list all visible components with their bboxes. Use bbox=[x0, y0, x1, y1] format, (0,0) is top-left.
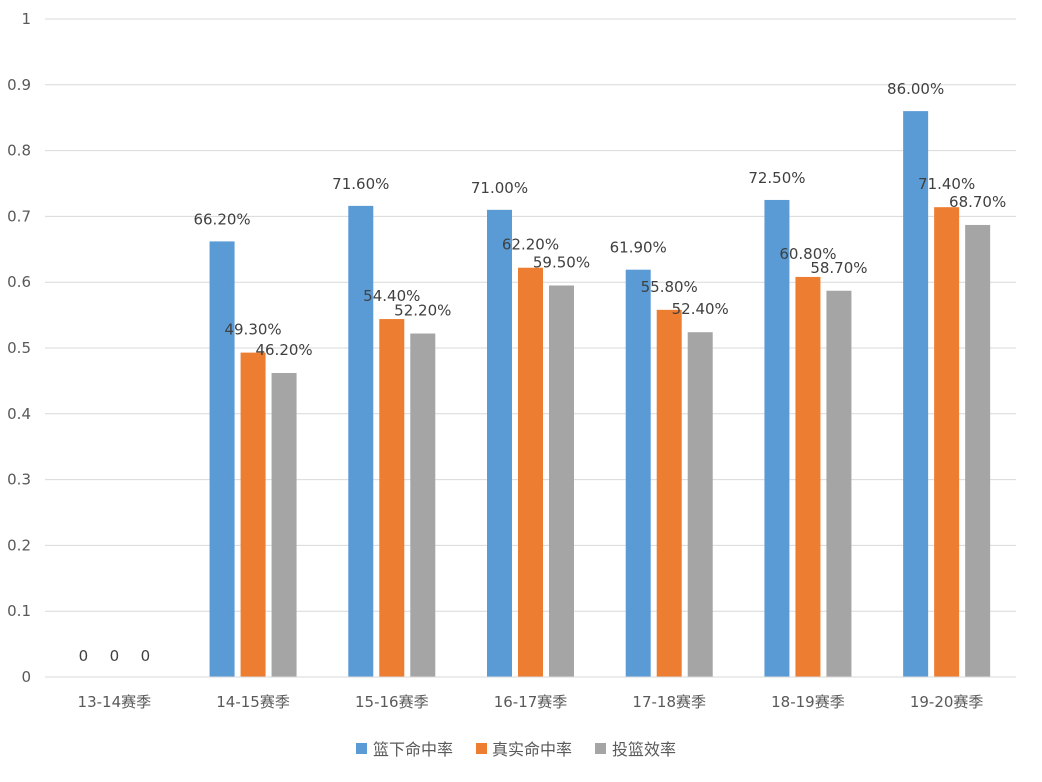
data-label: 62.20% bbox=[502, 236, 559, 254]
data-label: 72.50% bbox=[748, 169, 805, 187]
x-category-label: 15-16赛季 bbox=[355, 693, 429, 711]
legend-label: 真实命中率 bbox=[492, 740, 572, 759]
data-labels: 0 0 0 66.20% 49.30% 46.20% 71.60% 54.40%52.20% 7… bbox=[79, 80, 1007, 665]
data-label: 71.60% bbox=[332, 175, 389, 193]
bar-3 bbox=[271, 373, 297, 677]
y-tick-label: 0.1 bbox=[7, 602, 31, 620]
data-label: 0 bbox=[79, 647, 89, 665]
data-label: 55.80% bbox=[641, 278, 698, 296]
y-tick-label: 0.3 bbox=[7, 471, 31, 489]
y-tick-label: 0.6 bbox=[7, 273, 31, 291]
bar-2 bbox=[656, 309, 682, 677]
data-label: 52.40% bbox=[672, 300, 729, 318]
y-tick-label: 1 bbox=[21, 10, 31, 28]
bar-1 bbox=[764, 199, 790, 677]
data-label: 66.20% bbox=[193, 210, 250, 228]
data-label: 59.50% bbox=[533, 253, 590, 271]
data-label: 60.80% bbox=[779, 245, 836, 263]
legend-swatch bbox=[356, 743, 367, 754]
bar-1 bbox=[209, 241, 235, 678]
bar-1 bbox=[903, 111, 929, 678]
bar-3 bbox=[549, 285, 574, 677]
data-label: 0 bbox=[141, 647, 151, 665]
y-tick-label: 0.9 bbox=[7, 76, 31, 94]
x-category-label: 14-15赛季 bbox=[216, 693, 290, 711]
data-label: 58.70% bbox=[810, 259, 867, 277]
legend: 篮下命中率 真实命中率 投篮效率 bbox=[356, 740, 676, 759]
y-tick-label: 0.8 bbox=[7, 142, 31, 160]
data-label: 49.30% bbox=[224, 321, 281, 339]
x-category-label: 18-19赛季 bbox=[771, 693, 845, 711]
data-label: 52.20% bbox=[394, 302, 451, 320]
data-label: 0 bbox=[110, 647, 120, 665]
bar-2 bbox=[795, 276, 821, 677]
bar-3 bbox=[965, 224, 991, 678]
x-category-label: 17-18赛季 bbox=[632, 693, 706, 711]
bar-2 bbox=[934, 207, 960, 678]
y-tick-label: 0.7 bbox=[7, 207, 31, 225]
x-category-label: 16-17赛季 bbox=[494, 693, 568, 711]
legend-swatch bbox=[595, 743, 606, 754]
bar-1 bbox=[625, 269, 651, 677]
bar-1 bbox=[348, 205, 374, 677]
legend-label: 投篮效率 bbox=[612, 740, 676, 759]
bar-2 bbox=[240, 352, 266, 677]
data-label: 68.70% bbox=[949, 193, 1006, 211]
data-label: 46.20% bbox=[255, 341, 312, 359]
legend-label: 篮下命中率 bbox=[373, 740, 453, 759]
y-tick-label: 0.4 bbox=[7, 405, 31, 423]
data-label: 71.00% bbox=[471, 179, 528, 197]
bar-1 bbox=[487, 209, 512, 677]
bar-2 bbox=[379, 319, 405, 677]
bar-3 bbox=[687, 332, 713, 677]
data-label: 54.40% bbox=[363, 287, 420, 305]
y-tick-label: 0 bbox=[21, 668, 31, 686]
x-axis-categories: 13-14赛季 14-15赛季 15-16赛季 16-17赛季 17-18赛季 18-19… bbox=[78, 693, 984, 711]
bar-3 bbox=[826, 290, 852, 677]
bar-series bbox=[209, 111, 991, 678]
bar-3 bbox=[410, 333, 436, 677]
data-label: 86.00% bbox=[887, 80, 944, 98]
legend-swatch bbox=[476, 743, 487, 754]
data-label: 61.90% bbox=[610, 239, 667, 257]
bar-2 bbox=[518, 267, 543, 677]
x-category-label: 13-14赛季 bbox=[78, 693, 152, 711]
y-tick-label: 0.2 bbox=[7, 536, 31, 554]
y-tick-label: 0.5 bbox=[7, 339, 31, 357]
y-axis-ticks: 0 0.1 0.2 0.3 0.4 0.5 0.6 0.7 0.8 0.9 1 bbox=[7, 10, 31, 686]
x-category-label: 19-20赛季 bbox=[910, 693, 984, 711]
data-label: 71.40% bbox=[918, 175, 975, 193]
